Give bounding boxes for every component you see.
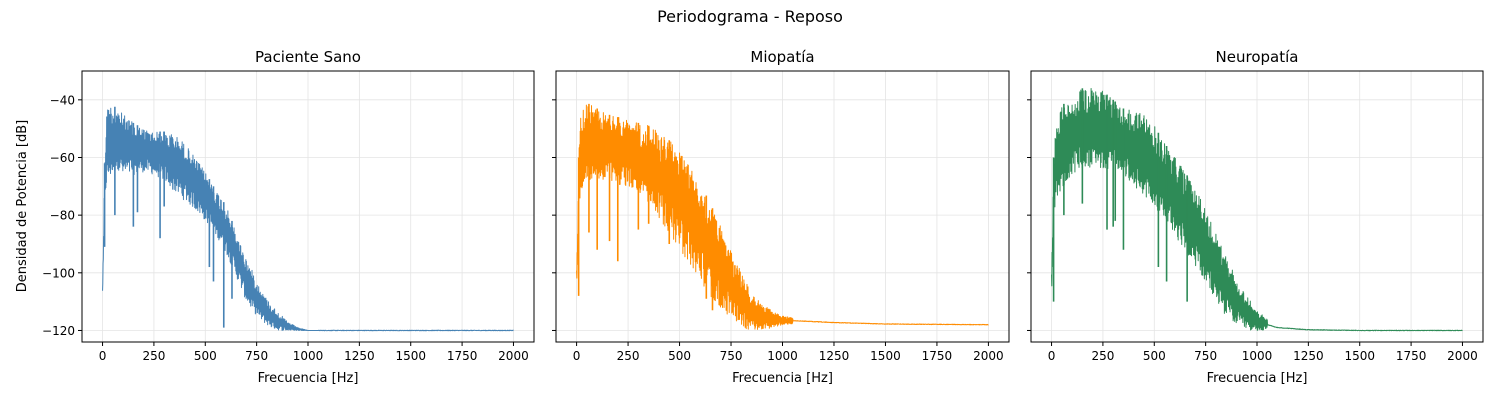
panel-1: 0 250 500 750 1000 1250 1500 1750 2000 −40 −60 −80 −… [42, 48, 535, 386]
panel-title: Neuropatía [1216, 48, 1299, 66]
panel-title: Paciente Sano [255, 48, 361, 66]
x-tick-label: 1750 [922, 349, 953, 363]
x-tick-label: 1500 [395, 349, 426, 363]
panel-title: Miopatía [750, 48, 814, 66]
x-tick-label: 500 [1143, 349, 1166, 363]
x-tick-label: 0 [573, 349, 581, 363]
y-tick-label: −40 [50, 93, 75, 107]
x-axis-label: Frecuencia [Hz] [258, 371, 359, 386]
x-tick-label: 1000 [293, 349, 324, 363]
figure-suptitle: Periodograma - Reposo [657, 7, 843, 26]
x-tick-label: 250 [1091, 349, 1114, 363]
x-tick-label: 1750 [447, 349, 478, 363]
x-tick-label: 750 [720, 349, 743, 363]
panel-3: 0 250 500 750 1000 1250 1500 1750 2000 Neuropatía… [1027, 48, 1484, 386]
y-tick-label: −120 [42, 324, 75, 338]
x-tick-label: 1250 [819, 349, 850, 363]
y-tick-label: −60 [50, 151, 75, 165]
x-tick-label: 250 [617, 349, 640, 363]
series-line [576, 104, 989, 330]
x-tick-label: 1000 [1242, 349, 1273, 363]
x-tick-label: 1500 [870, 349, 901, 363]
x-tick-label: 500 [194, 349, 217, 363]
series-line [1051, 87, 1463, 332]
x-tick-label: 750 [245, 349, 268, 363]
x-tick-label: 1000 [767, 349, 798, 363]
y-tick-label: −100 [42, 266, 75, 280]
x-tick-label: 2000 [498, 349, 529, 363]
x-tick-label: 250 [142, 349, 165, 363]
y-tick-label: −80 [50, 209, 75, 223]
series-line [102, 107, 514, 332]
x-tick-label: 2000 [973, 349, 1004, 363]
x-tick-label: 0 [99, 349, 107, 363]
x-axis-label: Frecuencia [Hz] [1207, 371, 1308, 386]
x-tick-label: 500 [668, 349, 691, 363]
x-tick-label: 2000 [1447, 349, 1478, 363]
x-tick-label: 0 [1048, 349, 1056, 363]
x-tick-label: 750 [1194, 349, 1217, 363]
x-tick-label: 1500 [1344, 349, 1375, 363]
x-tick-label: 1750 [1396, 349, 1427, 363]
y-axis-label: Densidad de Potencia [dB] [15, 120, 30, 292]
x-tick-label: 1250 [1293, 349, 1324, 363]
panel-2: 0 250 500 750 1000 1250 1500 1750 2000 Miopatía Fr… [552, 48, 1010, 386]
x-axis-label: Frecuencia [Hz] [732, 371, 833, 386]
x-tick-label: 1250 [344, 349, 375, 363]
